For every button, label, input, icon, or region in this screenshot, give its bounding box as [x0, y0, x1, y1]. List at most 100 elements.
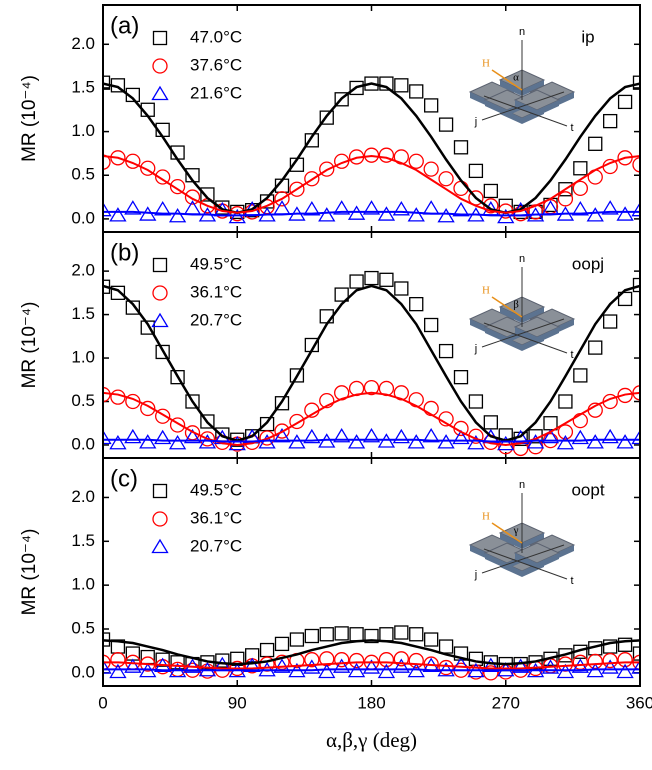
square-marker: [334, 626, 349, 641]
y-tick-label: 0.0: [71, 434, 95, 453]
square-marker: [185, 394, 200, 409]
square-marker: [289, 368, 305, 383]
square-marker: [438, 343, 454, 359]
triangle-marker: [183, 200, 202, 215]
panel-label: (a): [110, 12, 139, 39]
inset-label: j: [474, 116, 477, 128]
circle-marker: [169, 417, 186, 433]
plot-area: [103, 270, 640, 457]
legend-label: 36.1°C: [190, 282, 242, 301]
square-marker: [632, 75, 640, 90]
square-marker: [617, 291, 633, 307]
legend-marker: [151, 85, 169, 101]
triangle-marker: [601, 428, 619, 444]
x-tick-label: 360: [626, 693, 652, 712]
square-marker: [558, 394, 573, 409]
square-marker: [573, 368, 588, 383]
square-marker: [155, 344, 170, 360]
triangle-marker: [616, 206, 634, 221]
y-tick-label: 1.5: [71, 531, 95, 550]
inset-field: [491, 296, 523, 318]
legend-label: 37.6°C: [190, 55, 242, 74]
inset-axis: [483, 548, 568, 580]
square-marker: [364, 270, 379, 286]
circle-marker: [289, 181, 305, 197]
annotation: ip: [581, 27, 594, 46]
triangle-marker: [631, 201, 640, 217]
circle-marker: [169, 178, 186, 195]
square-marker: [543, 416, 558, 431]
fit-line: [103, 661, 640, 670]
triangle-marker: [347, 434, 366, 449]
triangle-marker: [512, 658, 530, 673]
triangle-marker: [303, 428, 321, 444]
inset-block-side: [515, 553, 559, 569]
square-marker: [603, 113, 618, 129]
circle-marker: [602, 652, 618, 669]
circle-marker: [140, 400, 156, 417]
x-axis-label: α,β,γ (deg): [326, 728, 417, 752]
inset: n j t γ H: [468, 479, 576, 587]
inset-label: t: [570, 122, 573, 134]
square-marker: [200, 414, 215, 429]
triangle-marker: [482, 657, 500, 672]
inset: n j t β H: [468, 253, 576, 361]
square-marker: [274, 636, 290, 652]
inset-block-side: [500, 561, 544, 577]
square-marker: [573, 161, 588, 176]
square-marker: [468, 394, 484, 409]
circle-marker: [557, 424, 574, 440]
square-marker: [468, 163, 484, 179]
square-marker: [103, 632, 111, 647]
square-marker: [424, 98, 439, 113]
square-marker: [349, 627, 364, 642]
triangle-marker: [497, 435, 515, 451]
y-tick-label: 0.0: [71, 208, 95, 227]
y-tick-label: 2.0: [71, 34, 95, 53]
square-marker: [603, 314, 618, 329]
legend-marker: [152, 30, 168, 46]
legend-marker: [151, 538, 169, 554]
inset-block-side: [515, 100, 559, 116]
inset-axis: [483, 95, 568, 127]
inset-label: H: [482, 58, 490, 70]
circle-marker: [334, 652, 350, 668]
inset-axis: [481, 91, 565, 121]
legend-label: 49.5°C: [190, 254, 242, 273]
square-marker: [364, 628, 379, 644]
inset-label: t: [570, 575, 573, 587]
y-tick-label: 0.5: [71, 618, 95, 637]
triangle-marker: [168, 434, 187, 450]
triangle-marker: [377, 663, 396, 679]
triangle-marker: [318, 663, 336, 679]
square-marker: [334, 92, 349, 107]
circle-marker: [423, 161, 439, 177]
legend-marker: [152, 257, 168, 273]
triangle-marker: [273, 428, 291, 443]
inset-label: j: [474, 569, 477, 581]
square-marker: [394, 625, 409, 640]
fit-line: [103, 639, 640, 666]
square-marker: [588, 340, 603, 355]
circle-marker: [289, 413, 305, 430]
triangle-marker: [362, 428, 381, 443]
triangle-marker: [631, 429, 640, 445]
circle-marker: [155, 408, 171, 424]
inset-label: n: [519, 26, 525, 38]
triangle-marker: [407, 434, 425, 449]
circle-marker: [438, 171, 454, 187]
triangle-marker: [571, 201, 589, 216]
inset-label: H: [482, 285, 490, 297]
legend-label: 47.0°C: [190, 27, 242, 46]
circle-marker: [483, 665, 499, 681]
square-marker: [319, 627, 334, 642]
x-tick-label: 270: [492, 693, 520, 712]
y-tick-label: 1.0: [71, 121, 95, 140]
square-marker: [349, 274, 364, 289]
panel-frame: [102, 457, 641, 687]
triangle-marker: [103, 201, 112, 217]
triangle-marker: [362, 659, 381, 674]
square-marker: [245, 648, 260, 663]
square-marker: [632, 277, 640, 293]
